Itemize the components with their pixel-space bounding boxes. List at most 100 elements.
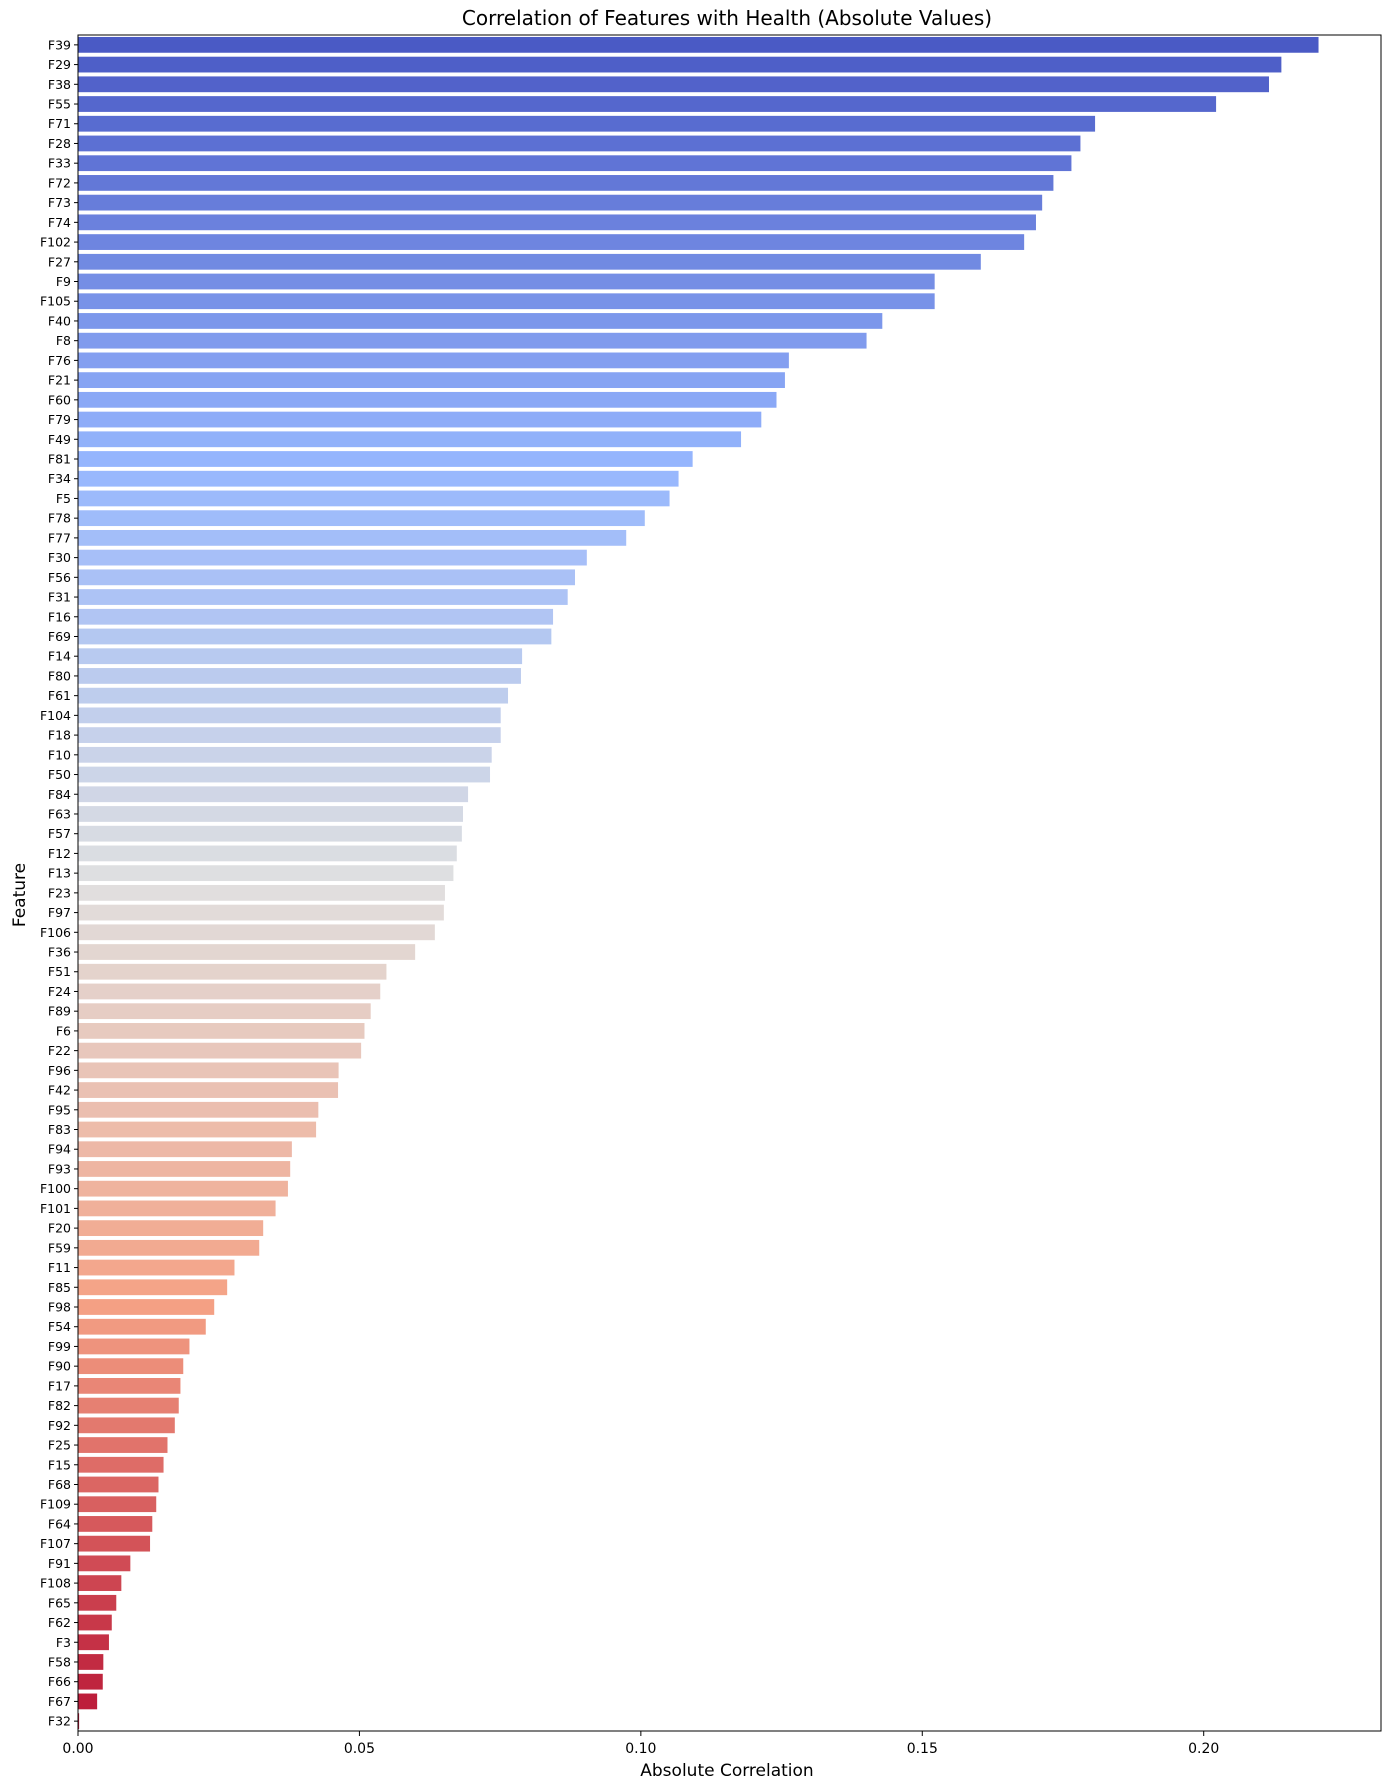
bar-f90 [78,1358,184,1375]
bar-f82 [78,1397,179,1414]
y-tick-label: F15 [48,1457,71,1472]
bar-f22 [78,1042,362,1059]
bar-f58 [78,1654,104,1670]
y-tick-label: F73 [48,195,71,210]
y-tick-label: F29 [48,57,71,72]
y-tick-label: F59 [48,1240,71,1255]
x-ticks: 0.00 0.05 0.10 0.15 0.20 [62,1731,1219,1757]
y-tick-label: F98 [48,1300,71,1315]
y-tick-label: F21 [48,373,71,388]
y-tick-label: F64 [48,1516,71,1531]
y-tick-label: F58 [48,1654,71,1669]
bar-f49 [78,431,742,448]
y-tick-label: F109 [40,1497,71,1512]
x-tick-label: 0.20 [1188,1741,1219,1757]
bar-f17 [78,1377,181,1394]
y-tick-label: F99 [48,1339,71,1354]
y-tick-label: F95 [48,1102,71,1117]
bar-f61 [78,687,509,704]
y-tick-label: F85 [48,1280,71,1295]
y-tick-labels: F39 F29 F38 F55 F71 F28 F33 F72 F73 F74 F102 F27 F9 F… [40,37,78,1729]
bar-f40 [78,313,883,329]
y-tick-label: F57 [48,826,71,841]
y-tick-label: F49 [48,432,71,447]
bar-f5 [78,490,670,507]
bar-f72 [78,175,1054,191]
y-tick-label: F105 [40,294,71,309]
bar-f18 [78,727,501,743]
x-axis-title: Absolute Correlation [640,1761,813,1781]
y-tick-label: F97 [48,905,71,920]
bar-f39 [78,36,1319,53]
bar-f38 [78,76,1269,93]
bar-f89 [78,1003,371,1020]
y-tick-label: F22 [48,1043,71,1058]
y-tick-label: F69 [48,629,71,644]
bar-f67 [78,1693,98,1710]
bar-f93 [78,1161,291,1177]
y-tick-label: F100 [40,1181,71,1196]
y-tick-label: F108 [40,1576,71,1591]
y-tick-label: F96 [48,1063,71,1078]
bar-f106 [78,924,435,941]
y-tick-label: F79 [48,412,71,427]
bar-f57 [78,825,462,842]
y-tick-label: F101 [40,1201,71,1216]
bar-f28 [78,135,1081,152]
bar-f55 [78,96,1217,112]
bar-f51 [78,963,387,980]
bar-f99 [78,1338,190,1355]
bar-f62 [78,1614,112,1631]
bar-f94 [78,1141,292,1158]
bar-f6 [78,1023,365,1039]
bar-f74 [78,214,1036,231]
y-tick-label: F83 [48,1122,71,1137]
y-tick-label: F77 [48,530,71,545]
y-tick-label: F34 [48,471,71,486]
y-tick-label: F90 [48,1359,71,1374]
y-tick-label: F82 [48,1398,71,1413]
y-tick-label: F33 [48,156,71,171]
y-tick-label: F23 [48,885,71,900]
y-tick-label: F68 [48,1477,71,1492]
bar-f85 [78,1279,228,1296]
y-tick-label: F18 [48,728,71,743]
bar-f9 [78,273,935,290]
y-tick-label: F80 [48,668,71,683]
bar-f21 [78,372,785,389]
y-tick-label: F14 [48,649,71,664]
y-tick-label: F76 [48,353,71,368]
bar-f31 [78,589,568,605]
y-tick-label: F72 [48,175,71,190]
bar-f63 [78,806,463,822]
y-tick-label: F3 [56,1635,71,1650]
bar-f13 [78,865,454,882]
bar-f34 [78,470,679,487]
y-tick-label: F84 [48,787,71,802]
x-tick-label: 0.15 [907,1741,938,1757]
bar-f10 [78,746,492,763]
bar-f102 [78,234,1025,250]
bar-f79 [78,411,762,428]
bar-f3 [78,1634,109,1651]
bar-f12 [78,845,457,862]
y-tick-label: F13 [48,866,71,881]
y-tick-label: F93 [48,1161,71,1176]
y-tick-label: F11 [48,1260,71,1275]
bar-f14 [78,648,523,665]
bar-f23 [78,884,445,901]
bar-f33 [78,155,1072,172]
y-tick-label: F94 [48,1142,71,1157]
y-tick-label: F54 [48,1319,71,1334]
y-tick-label: F50 [48,767,71,782]
bars-group [78,36,1319,1730]
y-tick-label: F92 [48,1418,71,1433]
bar-f50 [78,766,491,783]
bar-f91 [78,1555,131,1572]
y-tick-label: F78 [48,511,71,526]
y-tick-label: F102 [40,235,71,250]
bar-f109 [78,1496,157,1513]
bar-f73 [78,194,1043,211]
bar-f20 [78,1220,264,1237]
